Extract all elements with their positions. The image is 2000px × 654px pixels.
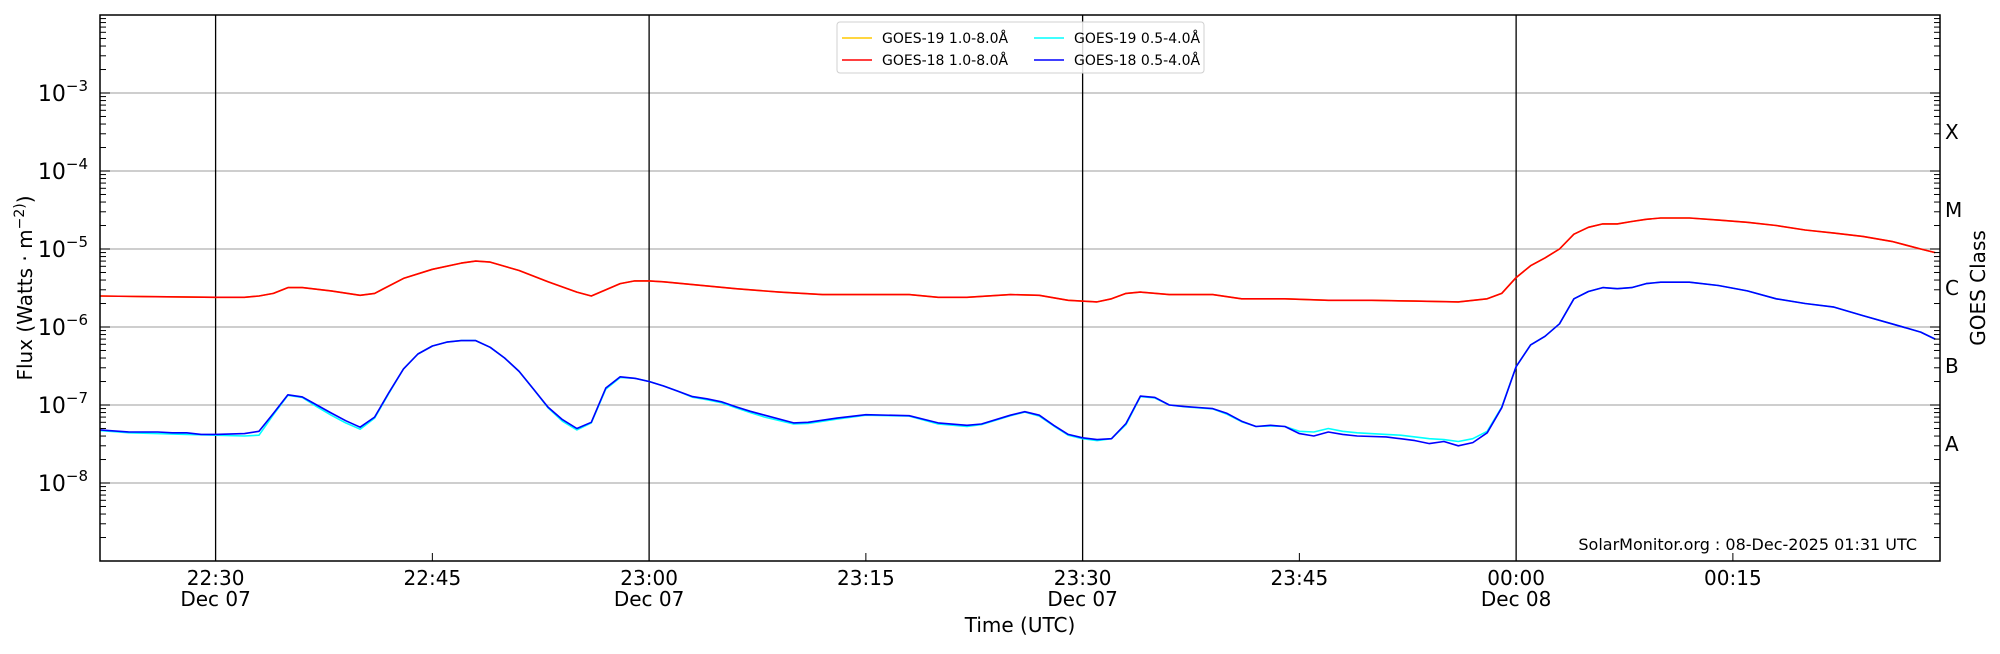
series-line-1 [99,217,1936,303]
legend-entry: GOES-18 1.0-8.0Å [882,52,1008,69]
y-tick-label: 10−3 [38,77,88,107]
x-tick-label: 22:30 [187,566,245,590]
x-axis-label: Time (UTC) [964,613,1076,637]
x-tick-label: 23:15 [837,566,895,590]
legend-box [836,21,1205,74]
goes-class-label: B [1945,354,1959,378]
y-tick-label: 10−8 [38,467,88,497]
x-tick-label: 22:45 [404,566,462,590]
series-line-4 [99,281,1936,447]
x-tick-label: 00:00 [1487,566,1545,590]
x-tick-date-label: Dec 07 [180,587,251,611]
legend: GOES-19 1.0-8.0Å GOES-18 1.0-8.0Å GOES-19 … [836,21,1205,74]
goes-class-label: X [1945,120,1959,144]
y-tick-label: 10−5 [38,233,88,263]
y-tick-label: 10−6 [38,311,88,341]
legend-entry: GOES-19 1.0-8.0Å [882,30,1008,47]
grid [100,15,1940,561]
plot-frame [99,14,1941,562]
x-tick-label: 00:15 [1704,566,1762,590]
y-tick-label: 10−4 [38,155,88,185]
series-line-2 [99,217,1936,303]
series-lines [99,217,1936,447]
legend-entry: GOES-19 0.5-4.0Å [1074,30,1200,47]
series-line-3 [99,281,1936,443]
y2-axis-label: GOES Class [1966,230,1990,346]
x-tick-label: 23:30 [1054,566,1112,590]
y-tick-label: 10−7 [38,389,88,419]
y-axis-label: Flux (Watts · m−2)) [12,195,37,380]
x-tick-date-label: Dec 07 [614,587,685,611]
annotation: SolarMonitor.org : 08-Dec-2025 01:31 UTC [1578,535,1917,554]
x-tick-label: 23:00 [620,566,678,590]
goes-class-label: A [1945,432,1959,456]
x-tick-date-label: Dec 08 [1481,587,1552,611]
x-tick-date-label: Dec 07 [1047,587,1118,611]
x-tick-label: 23:45 [1271,566,1329,590]
legend-entry: GOES-18 0.5-4.0Å [1074,52,1200,69]
goes-class-label: C [1945,276,1959,300]
goes-class-label: M [1945,198,1962,222]
